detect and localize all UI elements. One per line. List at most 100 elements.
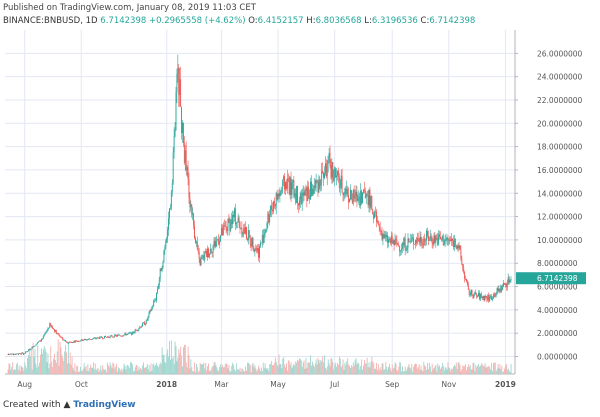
volume-bar: [169, 341, 170, 374]
volume-bar: [410, 368, 412, 374]
volume-bar: [337, 363, 338, 374]
volume-bar: [444, 367, 446, 374]
candle-body: [209, 248, 211, 254]
volume-bar: [438, 366, 440, 374]
candle-body: [301, 195, 303, 205]
candle-body: [318, 179, 320, 193]
volume-bar: [28, 355, 29, 374]
candle-body: [108, 337, 110, 339]
volume-bar: [194, 362, 196, 374]
volume-bar: [219, 367, 221, 374]
volume-bar: [413, 366, 415, 374]
volume-bar: [275, 361, 277, 374]
volume-bar: [390, 371, 392, 374]
candle-body: [306, 187, 308, 201]
candle-body: [123, 334, 125, 336]
volume-bar: [406, 368, 408, 374]
candle-body: [341, 175, 343, 193]
volume-bar: [54, 360, 56, 374]
volume-bar: [474, 371, 476, 374]
volume-bar: [16, 362, 18, 374]
volume-bar: [136, 365, 138, 374]
volume-bar: [33, 356, 35, 374]
candle-body: [24, 353, 26, 355]
candle-body: [274, 204, 276, 207]
candle-body: [300, 192, 302, 205]
candle-body: [453, 238, 455, 248]
volume-bar: [282, 358, 284, 374]
volume-bar: [132, 371, 134, 374]
candle-body: [247, 230, 249, 241]
candle-body: [57, 333, 59, 335]
candle-body: [164, 247, 166, 251]
volume-bar: [345, 364, 347, 374]
volume-bar: [320, 360, 322, 374]
candle-body: [261, 235, 263, 244]
candle-body: [357, 198, 359, 201]
candle-body: [231, 219, 233, 225]
volume-bar: [143, 362, 144, 374]
candle-body: [384, 234, 386, 239]
candle-body: [70, 341, 72, 343]
candle-body: [458, 245, 460, 249]
candle-body: [333, 178, 335, 181]
candle-body: [43, 334, 45, 337]
volume-bar: [368, 362, 370, 374]
candle-body: [265, 229, 267, 233]
candle-body: [491, 296, 492, 300]
candle-body: [258, 248, 260, 258]
candle-body: [450, 239, 452, 242]
candle-body: [143, 322, 145, 325]
volume-bar: [250, 371, 252, 374]
candle-body: [479, 293, 481, 300]
volume-bar: [87, 364, 89, 374]
volume-bar: [46, 362, 48, 374]
candle-body: [117, 335, 118, 337]
volume-bar: [491, 363, 493, 374]
candle-body: [215, 242, 217, 247]
candle-body: [455, 245, 457, 249]
volume-bar: [423, 362, 425, 374]
volume-bar: [335, 362, 337, 374]
candle-body: [362, 189, 364, 193]
volume-bar: [187, 346, 189, 374]
candle-body: [95, 338, 97, 340]
volume-bar: [317, 357, 319, 374]
volume-bar: [134, 367, 136, 374]
candle-body: [393, 240, 395, 246]
candle-body: [508, 277, 510, 283]
candle-body: [38, 341, 40, 343]
candle-body: [292, 179, 294, 183]
volume-bar: [327, 359, 329, 374]
volume-bar: [193, 370, 195, 374]
candle-body: [142, 322, 144, 327]
candle-body: [229, 222, 231, 231]
candle-body: [16, 353, 18, 355]
volume-bar: [339, 358, 341, 374]
volume-bar: [208, 363, 209, 374]
candle-body: [121, 335, 123, 337]
volume-bar: [389, 363, 390, 374]
volume-bar: [272, 365, 273, 374]
volume-bar: [221, 364, 223, 374]
volume-bar: [328, 363, 330, 374]
candle-body: [9, 353, 11, 355]
candle-body: [194, 225, 195, 238]
candle-body: [193, 213, 195, 226]
volume-bar: [125, 369, 127, 374]
volume-bar: [363, 365, 364, 374]
volume-bar: [29, 356, 31, 374]
volume-bar: [84, 367, 86, 374]
candle-body: [267, 213, 269, 224]
volume-bar: [96, 368, 98, 374]
volume-bar: [367, 367, 369, 374]
volume-bar: [260, 370, 261, 374]
price-chart[interactable]: 0.0000000 2.0000000 4.0000000 6.0000000 8.00…: [0, 28, 600, 398]
candle-body: [285, 182, 287, 189]
volume-bar: [433, 368, 435, 374]
volume-bar: [108, 366, 110, 374]
volume-bar: [104, 369, 106, 374]
volume-bar: [226, 364, 228, 374]
candle-body: [105, 336, 107, 338]
candle-body: [72, 342, 74, 344]
